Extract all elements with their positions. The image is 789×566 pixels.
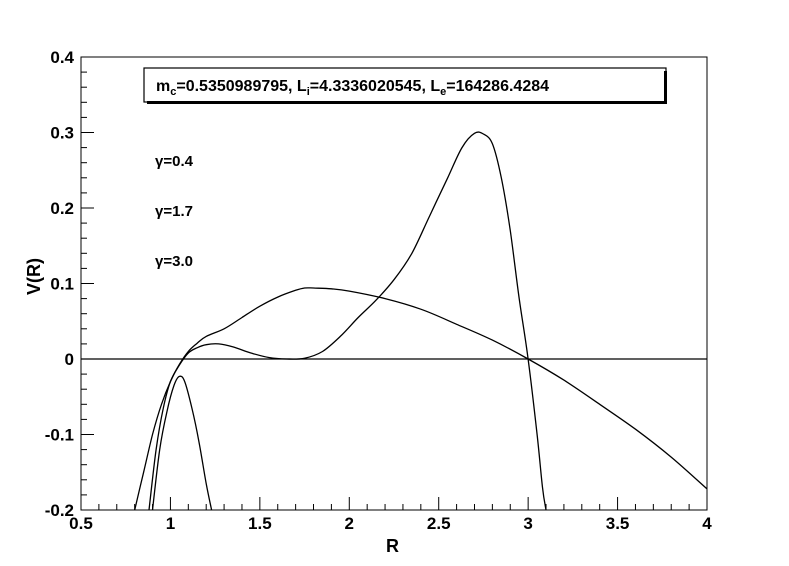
series-curves	[134, 131, 708, 511]
x-tick-label: 0.5	[69, 514, 93, 533]
param-li-subscript: i	[307, 86, 310, 98]
x-tick-label: 1.5	[248, 514, 272, 533]
legend-entry-gamma-3-0: γ=3.0	[155, 253, 193, 270]
param-m-value: =0.5350989795,	[176, 78, 297, 95]
legend-entry-gamma-0-4: γ=0.4	[155, 153, 194, 170]
param-le-value: =164286.4284	[446, 78, 549, 95]
series-line-2	[148, 131, 547, 511]
x-tick-label: 2.5	[427, 514, 451, 533]
y-tick-label: 0	[65, 350, 74, 369]
legend-entry-gamma-1-7: γ=1.7	[155, 203, 193, 220]
y-tick-label: 0.1	[50, 275, 74, 294]
series-line-0	[151, 375, 213, 511]
param-m-symbol: m	[156, 78, 170, 95]
legend: γ=0.4 γ=1.7 γ=3.0	[155, 153, 194, 270]
y-tick-label: 0.3	[50, 124, 74, 143]
param-m-subscript: c	[170, 86, 176, 98]
parameters-box-shadow-bottom	[147, 101, 667, 104]
parameters-box-shadow-right	[664, 71, 667, 104]
y-tick-label: -0.2	[45, 501, 74, 520]
y-tick-label: -0.1	[45, 426, 74, 445]
param-li-value: =4.3336020545,	[310, 78, 431, 95]
x-axis-title: R	[386, 536, 399, 556]
param-le-subscript: e	[440, 86, 446, 98]
x-tick-label: 4	[702, 514, 712, 533]
parameters-box-border	[143, 67, 667, 103]
x-tick-label: 3	[523, 514, 532, 533]
param-li-symbol: L	[297, 78, 307, 95]
parameters-text: mc=0.5350989795, Li=4.3336020545, Le=164…	[156, 78, 549, 98]
param-le-symbol: L	[430, 78, 440, 95]
y-tick-label: 0.4	[50, 48, 74, 67]
y-tick-label: 0.2	[50, 199, 74, 218]
tick-labels: 0.5 1 1.5 2 2.5 3 3.5 4 -0.2 -0.1 0 0.1 0.2 0.3 0.4	[45, 48, 713, 533]
x-tick-label: 1	[166, 514, 175, 533]
parameters-box: mc=0.5350989795, Li=4.3336020545, Le=164…	[143, 67, 667, 104]
y-axis-title: V(R)	[24, 258, 44, 295]
x-tick-label: 2	[345, 514, 354, 533]
x-tick-label: 3.5	[606, 514, 630, 533]
